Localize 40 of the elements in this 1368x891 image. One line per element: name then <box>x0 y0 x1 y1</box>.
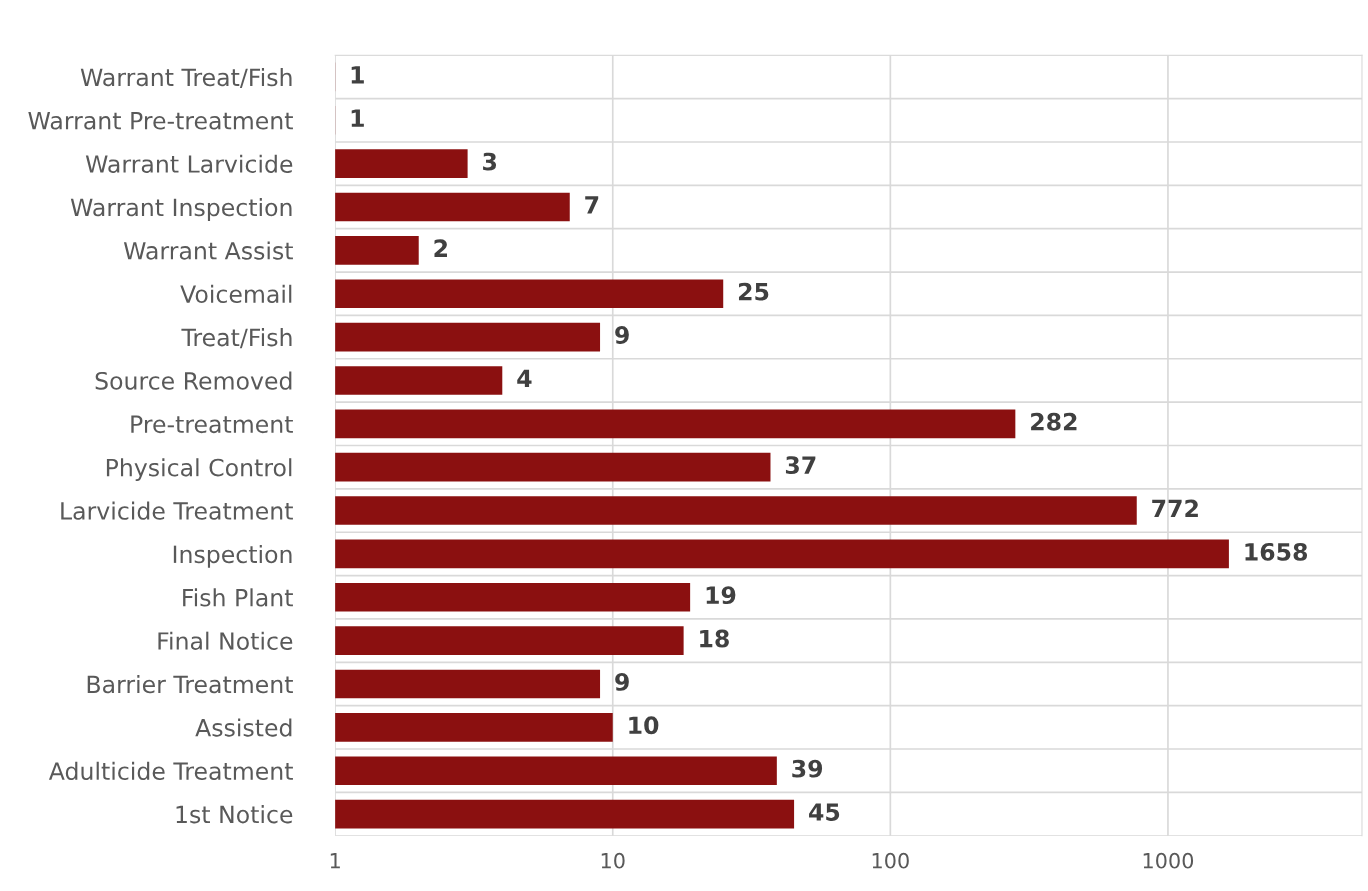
data-label: 18 <box>700 629 729 648</box>
y-tick-label: Fish Plant <box>183 588 293 607</box>
x-tick-label: 10 <box>601 852 625 869</box>
y-tick-label: Warrant Inspection <box>70 198 292 221</box>
data-label: 1 <box>351 109 364 127</box>
data-label: 4 <box>517 369 532 387</box>
data-label: 37 <box>785 456 816 475</box>
data-label: 772 <box>1152 499 1198 518</box>
x-tick-label: 1000 <box>1143 852 1194 869</box>
data-label: 19 <box>706 586 736 605</box>
data-label: 45 <box>809 803 840 821</box>
y-tick-label: Voicemail <box>180 284 292 304</box>
y-tick-label: Adulticide Treatment <box>48 761 293 781</box>
y-tick-label: Warrant Treat/Fish <box>80 67 292 89</box>
data-label: 282 <box>1031 412 1077 431</box>
y-tick-label: Barrier Treatment <box>87 675 293 694</box>
y-tick-label: 1st Notice <box>176 805 293 824</box>
data-label: 2 <box>434 239 447 257</box>
data-label: 9 <box>615 673 629 691</box>
y-tick-label: Physical Control <box>106 458 292 482</box>
data-label: 7 <box>585 196 599 214</box>
data-label: 39 <box>792 759 823 778</box>
y-tick-label: Assisted <box>195 718 292 737</box>
y-tick-label: Pre-treatment <box>131 415 293 434</box>
y-tick-label: Warrant Assist <box>123 241 293 260</box>
data-label: 1 <box>351 66 364 84</box>
data-label: 25 <box>738 282 769 301</box>
y-tick-label: Warrant Pre-treatment <box>28 112 293 130</box>
x-tick-label: 100 <box>872 852 909 869</box>
data-label: 10 <box>629 716 659 735</box>
y-tick-label: Warrant Larvicide <box>85 154 293 173</box>
x-tick-label: 1 <box>330 853 340 869</box>
y-tick-label: Treat/Fish <box>181 328 292 349</box>
data-label: 1658 <box>1245 542 1308 561</box>
y-tick-label: Source Removed <box>95 371 292 390</box>
y-tick-label: Inspection <box>173 544 292 568</box>
data-label: 3 <box>483 152 497 171</box>
y-tick-label: Larvicide Treatment <box>61 501 293 520</box>
y-tick-label: Final Notice <box>158 631 293 650</box>
data-label: 9 <box>615 326 629 344</box>
